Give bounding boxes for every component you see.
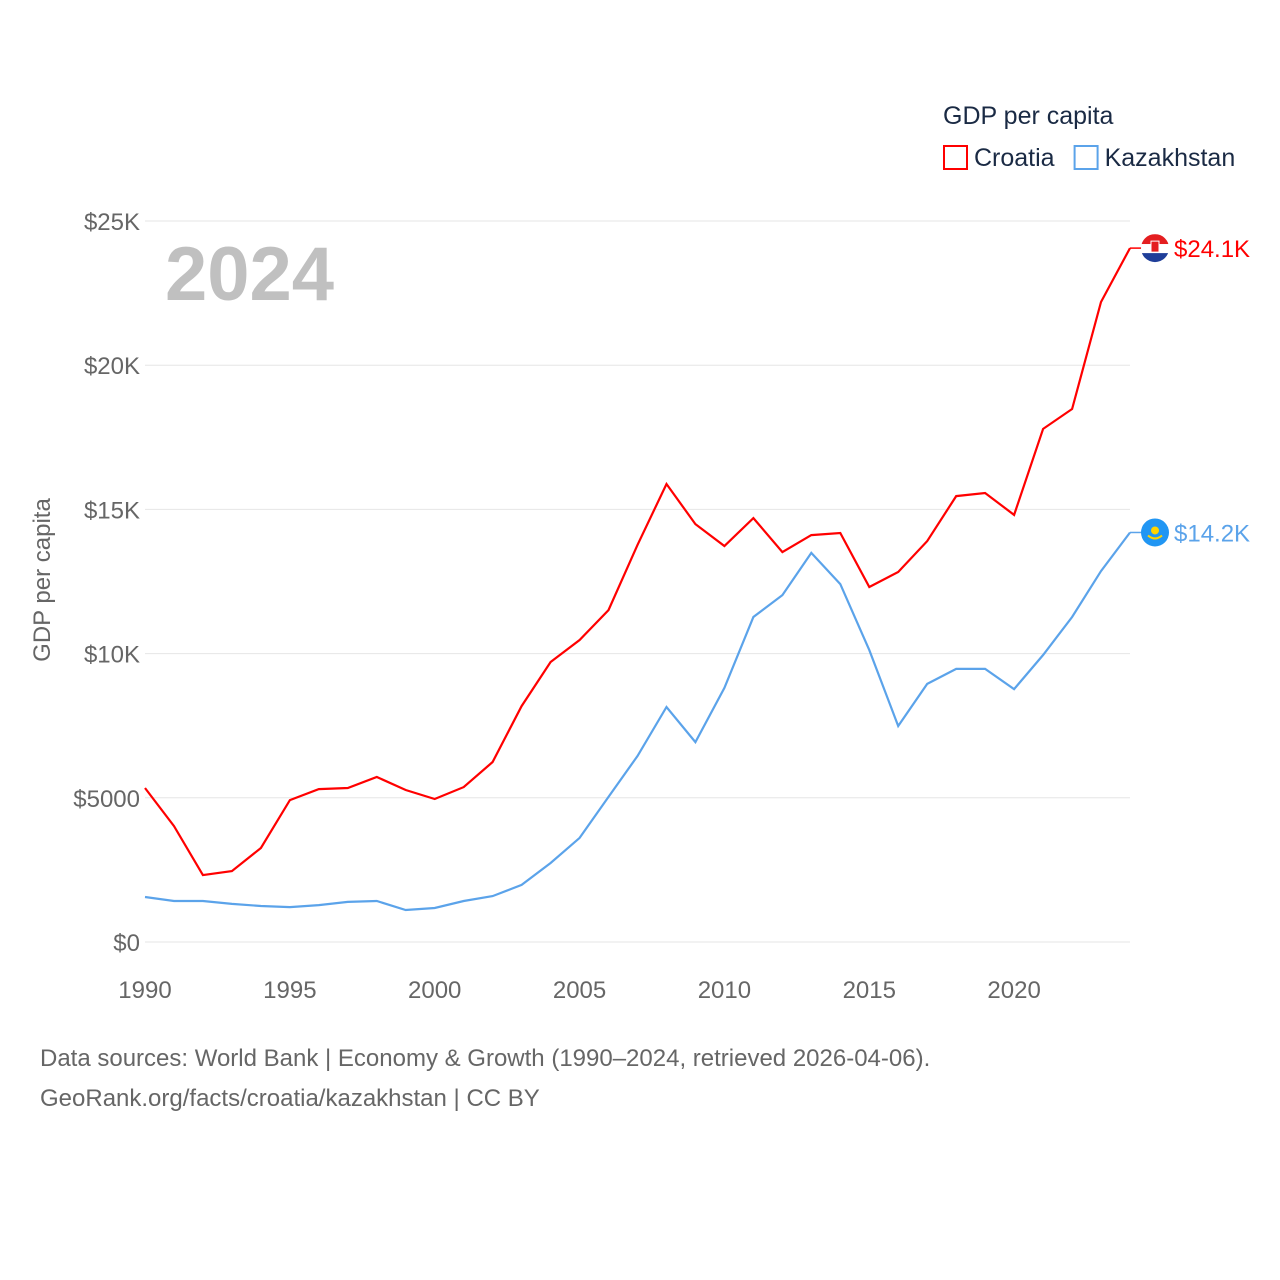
legend-title: GDP per capita [943, 102, 1114, 130]
y-tick-label: $15K [84, 497, 140, 524]
x-tick-label: 2020 [987, 977, 1040, 1004]
x-tick-label: 2010 [698, 977, 751, 1004]
footer-source: Data sources: World Bank | Economy & Gro… [40, 1045, 931, 1072]
end-value-label: $14.2K [1174, 520, 1250, 547]
x-tick-label: 2000 [408, 977, 461, 1004]
y-tick-label: $25K [84, 209, 140, 236]
footer-link[interactable]: GeoRank.org/facts/croatia/kazakhstan | C… [40, 1085, 540, 1112]
x-tick-label: 1995 [263, 977, 316, 1004]
y-axis-label: GDP per capita [29, 498, 56, 662]
legend-swatch [943, 145, 968, 170]
legend-item-kazakhstan[interactable]: Kazakhstan [1073, 144, 1236, 172]
series-line-croatia [144, 247, 1131, 877]
y-tick-label: $0 [113, 930, 140, 957]
legend-label: Kazakhstan [1105, 144, 1236, 172]
end-value-label: $24.1K [1174, 236, 1250, 263]
x-tick-label: 2005 [553, 977, 606, 1004]
legend-label: Croatia [974, 144, 1055, 172]
x-tick-label: 1990 [118, 977, 171, 1004]
flag-icon-croatia [1141, 234, 1169, 263]
legend-swatch [1073, 145, 1099, 170]
flag-icon-kazakhstan [1141, 518, 1169, 547]
x-tick-label: 2015 [843, 977, 896, 1004]
y-tick-label: $10K [84, 642, 140, 669]
legend-item-croatia[interactable]: Croatia [943, 144, 1055, 172]
y-tick-label: $20K [84, 353, 140, 380]
year-watermark: 2024 [165, 232, 334, 317]
y-tick-label: $5000 [73, 786, 140, 813]
series-line-kazakhstan [144, 531, 1131, 912]
